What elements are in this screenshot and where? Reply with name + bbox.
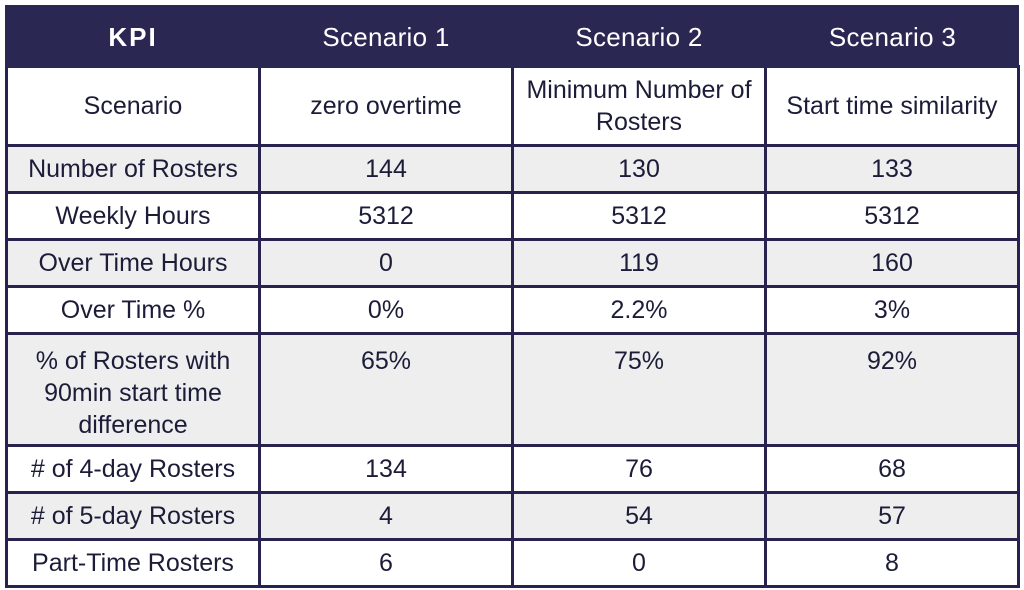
cell-scenario-3: 92% xyxy=(764,332,1020,447)
table-row-over-time-percent: Over Time % 0% 2.2% 3% xyxy=(5,285,1020,335)
row-label: Weekly Hours xyxy=(5,191,261,241)
row-label: Over Time % xyxy=(5,285,261,335)
cell-scenario-1: 0 xyxy=(258,238,514,288)
table-row-scenario: Scenario zero overtime Minimum Number of… xyxy=(5,65,1020,147)
cell-scenario-3: 160 xyxy=(764,238,1020,288)
table-row-number-of-rosters: Number of Rosters 144 130 133 xyxy=(5,144,1020,194)
cell-scenario-3: 133 xyxy=(764,144,1020,194)
cell-scenario-1: 0% xyxy=(258,285,514,335)
cell-scenario-2: 54 xyxy=(511,491,767,541)
header-scenario-1: Scenario 1 xyxy=(258,5,513,68)
row-label: % of Rosters with 90min start time diffe… xyxy=(5,332,261,447)
cell-scenario-3: 8 xyxy=(764,538,1020,588)
cell-scenario-2: Minimum Number of Rosters xyxy=(511,65,767,147)
table-row-4-day-rosters: # of 4-day Rosters 134 76 68 xyxy=(5,444,1020,494)
header-kpi: KPI xyxy=(5,5,260,68)
cell-scenario-2: 2.2% xyxy=(511,285,767,335)
row-label: # of 4-day Rosters xyxy=(5,444,261,494)
cell-scenario-1: 4 xyxy=(258,491,514,541)
cell-scenario-1: 6 xyxy=(258,538,514,588)
table-header: KPI Scenario 1 Scenario 2 Scenario 3 xyxy=(5,5,1019,68)
cell-scenario-2: 76 xyxy=(511,444,767,494)
row-label: Scenario xyxy=(5,65,261,147)
table-row-weekly-hours: Weekly Hours 5312 5312 5312 xyxy=(5,191,1020,241)
cell-scenario-2: 0 xyxy=(511,538,767,588)
row-label: Over Time Hours xyxy=(5,238,261,288)
cell-scenario-2: 5312 xyxy=(511,191,767,241)
table-row-over-time-hours: Over Time Hours 0 119 160 xyxy=(5,238,1020,288)
cell-scenario-3: Start time similarity xyxy=(764,65,1020,147)
cell-scenario-2: 75% xyxy=(511,332,767,447)
header-scenario-2: Scenario 2 xyxy=(511,5,766,68)
cell-scenario-3: 57 xyxy=(764,491,1020,541)
cell-scenario-1: 5312 xyxy=(258,191,514,241)
cell-scenario-1: zero overtime xyxy=(258,65,514,147)
row-label: # of 5-day Rosters xyxy=(5,491,261,541)
row-label: Number of Rosters xyxy=(5,144,261,194)
row-label: Part-Time Rosters xyxy=(5,538,261,588)
header-scenario-3: Scenario 3 xyxy=(764,5,1019,68)
cell-scenario-3: 3% xyxy=(764,285,1020,335)
cell-scenario-2: 130 xyxy=(511,144,767,194)
table-row-5-day-rosters: # of 5-day Rosters 4 54 57 xyxy=(5,491,1020,541)
cell-scenario-3: 5312 xyxy=(764,191,1020,241)
cell-scenario-1: 134 xyxy=(258,444,514,494)
header-row: KPI Scenario 1 Scenario 2 Scenario 3 xyxy=(5,5,1019,68)
table-row-start-time-difference: % of Rosters with 90min start time diffe… xyxy=(5,332,1020,447)
cell-scenario-3: 68 xyxy=(764,444,1020,494)
table-body: Scenario zero overtime Minimum Number of… xyxy=(5,65,1020,588)
cell-scenario-1: 65% xyxy=(258,332,514,447)
cell-scenario-2: 119 xyxy=(511,238,767,288)
table-row-part-time-rosters: Part-Time Rosters 6 0 8 xyxy=(5,538,1020,588)
cell-scenario-1: 144 xyxy=(258,144,514,194)
kpi-comparison-table: KPI Scenario 1 Scenario 2 Scenario 3 Sce… xyxy=(5,5,1020,588)
